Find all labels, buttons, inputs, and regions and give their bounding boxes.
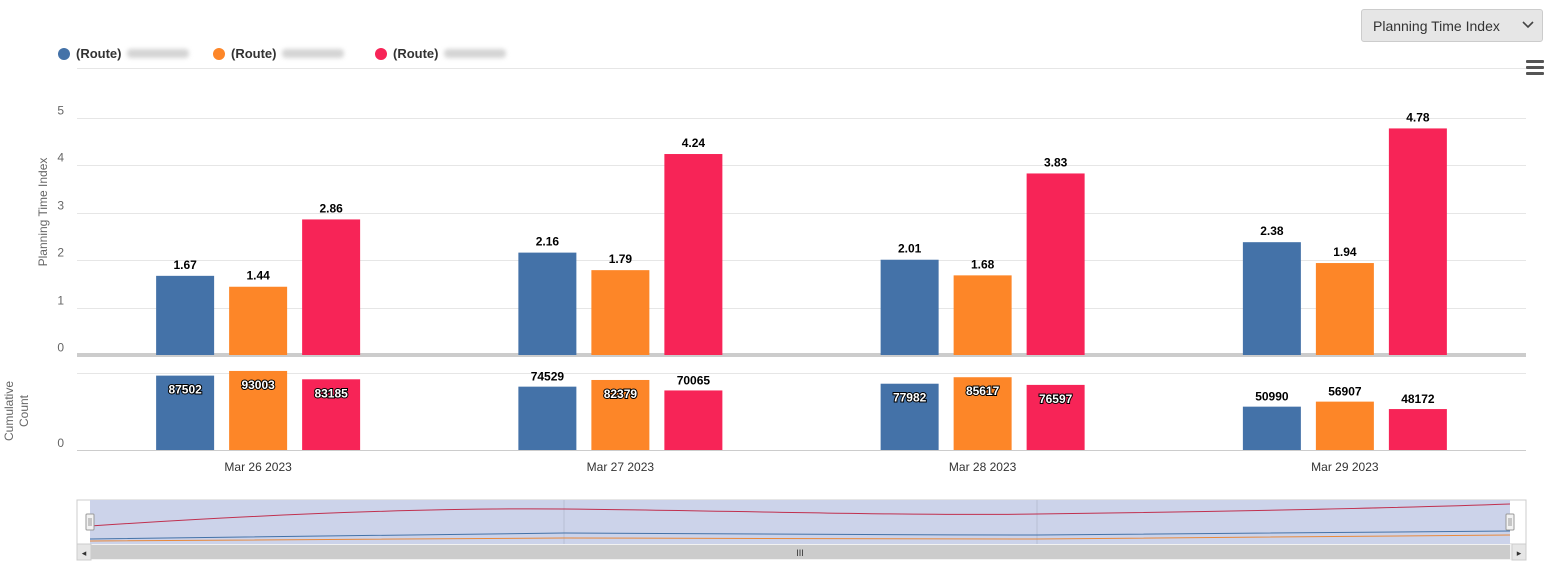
y-tick-label: 0	[57, 436, 64, 450]
data-label: 3.83	[1044, 155, 1068, 169]
data-label: 87502	[168, 383, 202, 397]
data-label: 70065	[677, 373, 711, 387]
data-label: 4.78	[1406, 110, 1430, 124]
legend-item-route-3[interactable]: (Route)	[375, 45, 506, 61]
legend-label: (Route)	[393, 46, 439, 62]
legend-marker	[58, 47, 70, 60]
scrollbar-right-button[interactable]	[1511, 543, 1527, 561]
redacted-route-name	[281, 49, 344, 59]
data-label: 74529	[531, 370, 565, 384]
legend-marker	[375, 47, 387, 60]
bar	[229, 286, 288, 355]
bar	[1315, 263, 1374, 355]
y-tick-label: 4	[57, 151, 64, 165]
bar	[1242, 406, 1301, 450]
data-label: 77982	[893, 391, 927, 405]
bar	[1388, 128, 1447, 355]
bar	[1026, 173, 1085, 355]
chevron-down-icon	[1522, 21, 1534, 29]
hamburger-icon	[1526, 66, 1544, 69]
bar	[664, 154, 723, 355]
data-label: 93003	[241, 378, 275, 392]
legend-label: (Route)	[76, 46, 122, 62]
data-label: 85617	[966, 384, 1000, 398]
data-label: 1.68	[971, 257, 995, 271]
y-tick-label: 1	[57, 294, 64, 308]
bar	[880, 383, 939, 450]
data-label: 1.94	[1333, 245, 1357, 259]
y-tick-label: 2	[57, 246, 64, 260]
scrollbar-left-button[interactable]	[76, 543, 92, 561]
bar	[591, 379, 650, 450]
scrollbar-right-arrow-icon: ▸	[1517, 549, 1522, 559]
legend-item-route-1[interactable]: (Route)	[58, 45, 189, 61]
navigator-series-blue	[89, 530, 1511, 540]
navigator-handle-right[interactable]	[1505, 513, 1515, 531]
data-label: 50990	[1255, 390, 1289, 404]
y-tick-label: 0	[57, 341, 64, 355]
navigator-mask[interactable]	[90, 500, 1510, 544]
bar	[953, 377, 1012, 450]
scrollbar-thumb[interactable]	[91, 545, 1510, 559]
bar	[953, 275, 1012, 355]
x-tick-label: Mar 28 2023	[949, 460, 1017, 474]
bar	[664, 390, 723, 450]
data-label: 2.01	[898, 242, 922, 256]
scrollbar-grip: III	[796, 548, 804, 558]
data-label: 1.67	[173, 258, 197, 272]
bar	[156, 375, 215, 450]
bar	[302, 219, 361, 355]
bar	[156, 275, 215, 355]
scrollbar-left-arrow-icon: ◂	[82, 549, 87, 559]
bar	[1388, 409, 1447, 450]
data-label: 1.79	[609, 252, 633, 266]
hamburger-icon	[1526, 72, 1544, 75]
bar	[880, 259, 939, 355]
data-label: 4.24	[682, 136, 706, 150]
data-label: 83185	[314, 386, 348, 400]
bar	[1242, 242, 1301, 355]
chart-menu-button[interactable]	[1524, 58, 1548, 76]
pane-divider	[77, 353, 1526, 357]
y-tick-label: 3	[57, 199, 64, 213]
x-tick-label: Mar 27 2023	[587, 460, 655, 474]
navigator[interactable]: III ◂ ▸	[76, 499, 1527, 561]
bar	[518, 252, 577, 355]
legend-label: (Route)	[231, 46, 277, 62]
metric-select[interactable]: Planning Time Index	[1361, 9, 1543, 42]
bar	[591, 270, 650, 355]
metric-select-value: Planning Time Index	[1373, 18, 1500, 34]
bar	[229, 370, 288, 450]
redacted-route-name	[126, 49, 189, 59]
data-label: 2.86	[319, 201, 343, 215]
data-label: 82379	[604, 387, 638, 401]
data-label: 76597	[1039, 392, 1073, 406]
legend-item-route-2[interactable]: (Route)	[213, 45, 344, 61]
x-tick-label: Mar 29 2023	[1311, 460, 1379, 474]
data-label: 56907	[1328, 385, 1362, 399]
x-tick-label: Mar 26 2023	[224, 460, 292, 474]
redacted-route-name	[443, 49, 506, 59]
data-label: 1.44	[246, 269, 270, 283]
bar	[1026, 384, 1085, 450]
data-label: 48172	[1401, 392, 1435, 406]
data-label: 2.16	[536, 235, 560, 249]
y-tick-label: 5	[57, 104, 64, 118]
legend-marker	[213, 47, 225, 60]
hamburger-icon	[1526, 60, 1544, 63]
navigator-series-red	[89, 503, 1511, 527]
bar	[518, 386, 577, 450]
navigator-handle-left[interactable]	[85, 513, 95, 531]
data-label: 2.38	[1260, 224, 1284, 238]
bar	[1315, 401, 1374, 450]
bar	[302, 379, 361, 450]
